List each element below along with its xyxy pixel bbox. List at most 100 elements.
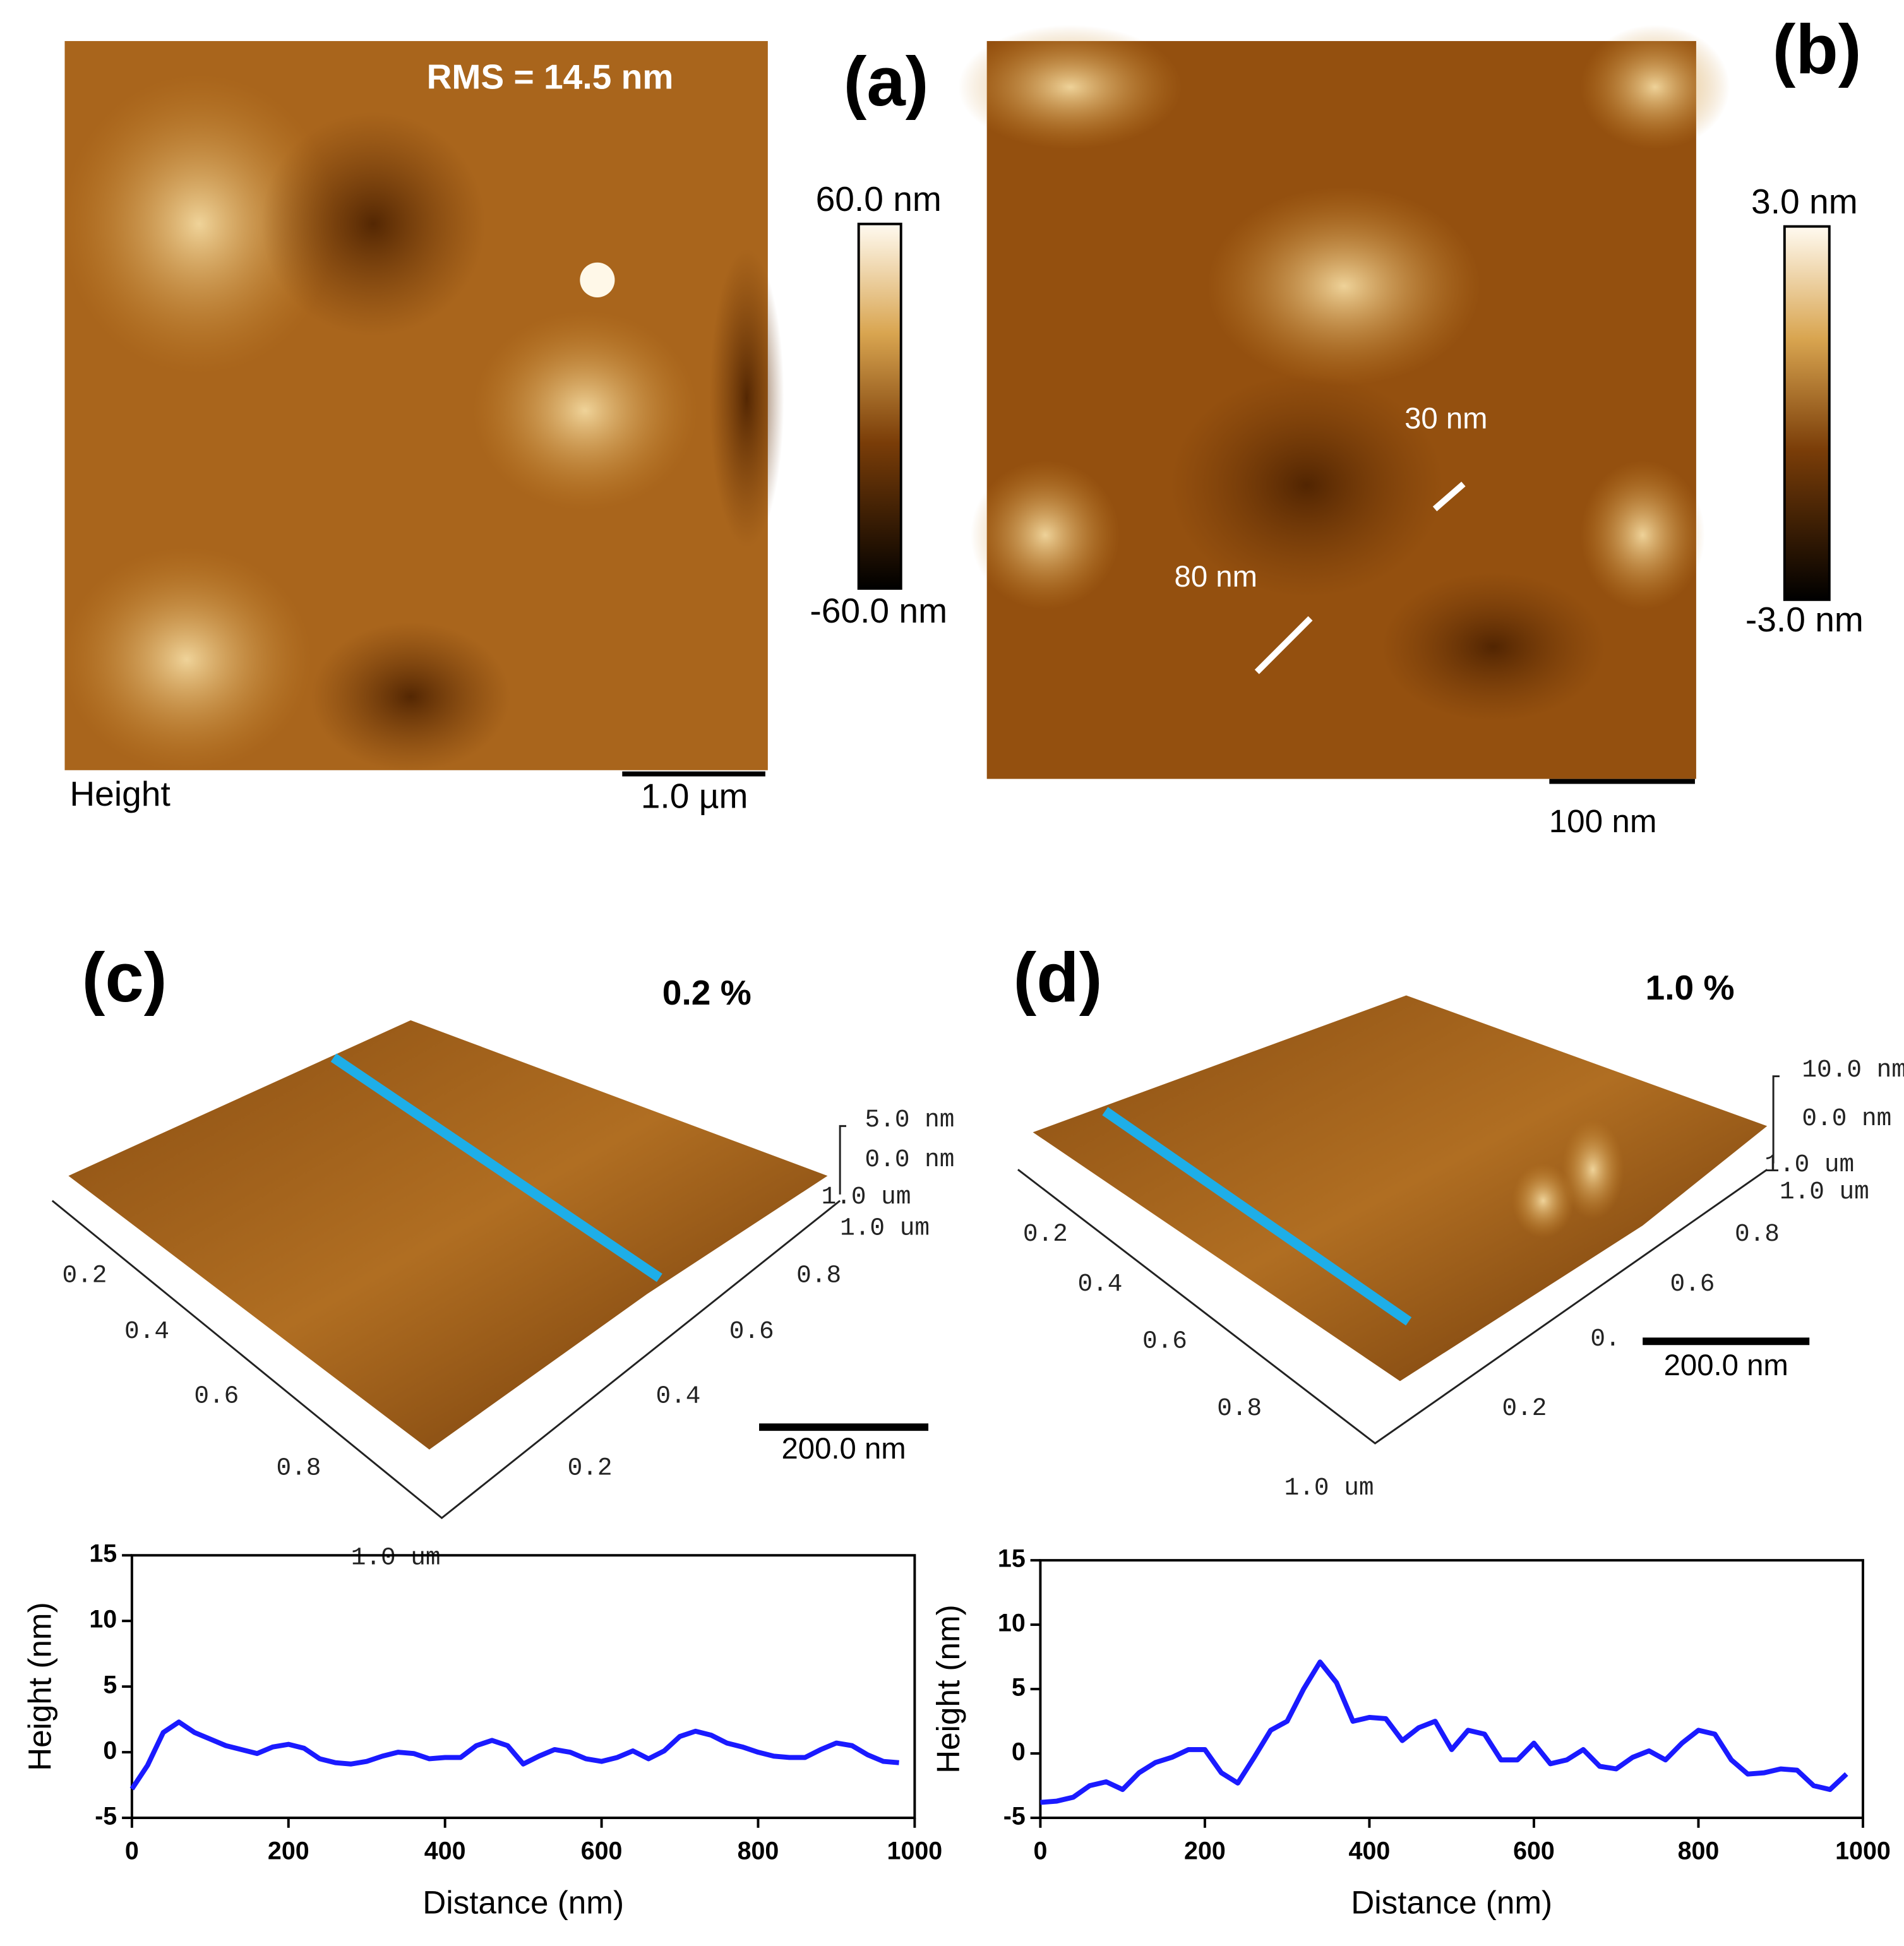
y-tick-label: 15: [998, 1545, 1026, 1573]
plot-frame: [1039, 1559, 1864, 1819]
afm-feature: [1381, 572, 1606, 722]
axis-3d-label: 0.6: [729, 1317, 774, 1346]
y-tick-label: -5: [95, 1802, 117, 1830]
panel-label: (d): [1014, 939, 1103, 1017]
axis-3d-label: 0.6: [1142, 1327, 1187, 1356]
concentration-label: 1.0 %: [1646, 968, 1735, 1007]
axis-3d: [839, 1125, 846, 1195]
axis-3d-label: 1.0 um: [1284, 1474, 1374, 1502]
afm-feature: [1562, 1119, 1624, 1220]
channel-label: Height: [69, 774, 170, 813]
axis-3d-label: 0.8: [1217, 1394, 1262, 1423]
panel-label: (c): [82, 939, 167, 1017]
colorbar-max: 3.0 nm: [1751, 182, 1858, 221]
colorbar-min: -3.0 nm: [1745, 600, 1864, 639]
axis-3d-label: 0.2: [63, 1261, 107, 1289]
z-label: 0.0 nm: [1802, 1104, 1891, 1133]
axis-3d-label: 0.4: [124, 1317, 169, 1346]
x-tick-label: 0: [1033, 1837, 1047, 1865]
rms-label: RMS = 14.5 nm: [427, 57, 674, 97]
axis-3d-label: 0.2: [1023, 1220, 1068, 1248]
measure-line: [1432, 481, 1466, 511]
axis-3d-label: 0.2: [568, 1454, 613, 1483]
x-tick-label: 200: [1184, 1837, 1226, 1865]
colorbar: [1783, 225, 1831, 601]
measure-line: [1254, 616, 1313, 674]
afm-feature: [1207, 186, 1481, 386]
panel-b: 30 nm 80 nm (b) 3.0 nm -3.0 nm 100 nm: [958, 11, 1864, 839]
afm-feature: [311, 622, 510, 772]
z-label: 1.0 um: [822, 1183, 911, 1211]
afm-feature: [709, 249, 784, 548]
axis-3d: [1772, 1075, 1780, 1164]
colorbar: [857, 222, 902, 590]
scale-label: 200.0 nm: [781, 1432, 906, 1465]
axis-3d-label: 0.8: [276, 1454, 321, 1483]
x-tick-label: 600: [1513, 1837, 1555, 1865]
y-tick-label: 5: [103, 1671, 117, 1699]
axis-3d-label: 0.6: [194, 1382, 239, 1410]
y-tick-label: 10: [998, 1609, 1026, 1637]
y-tick-label: 5: [1012, 1673, 1026, 1701]
afm-feature: [472, 311, 697, 510]
x-axis-label: Distance (nm): [1351, 1885, 1552, 1921]
axis-3d-label: 0.8: [796, 1261, 841, 1289]
profile-line: [330, 1053, 662, 1282]
x-tick-label: 400: [424, 1837, 466, 1865]
feature-label: 30 nm: [1404, 402, 1487, 436]
y-tick-label: 0: [1012, 1738, 1026, 1765]
axis-3d-label: 0.: [1590, 1325, 1620, 1353]
y-tick-label: 15: [89, 1540, 117, 1568]
x-tick-label: 800: [1678, 1837, 1720, 1865]
data-line: [1040, 1659, 1848, 1805]
axis-3d-label: 0.2: [1502, 1394, 1547, 1423]
y-axis-label: Height (nm): [930, 1604, 966, 1774]
x-tick-label: 1000: [1835, 1837, 1891, 1865]
axis-3d-label: 0.8: [1735, 1220, 1780, 1248]
axis-3d-label: 0.4: [1078, 1270, 1123, 1298]
x-tick-label: 400: [1349, 1837, 1391, 1865]
y-tick-label: 0: [103, 1736, 117, 1764]
afm-feature: [580, 262, 615, 297]
afm-feature: [62, 75, 337, 374]
scale-label: 1.0 µm: [641, 777, 748, 816]
afm-feature: [1580, 25, 1730, 150]
scale-label: 200.0 nm: [1664, 1349, 1788, 1382]
afm-feature: [261, 112, 486, 337]
x-tick-label: 0: [125, 1837, 139, 1865]
axis-3d-label: 0.4: [656, 1382, 700, 1410]
feature-label: 80 nm: [1175, 560, 1257, 594]
x-tick-label: 600: [581, 1837, 623, 1865]
afm-feature: [62, 547, 311, 772]
concentration-label: 0.2 %: [662, 973, 751, 1012]
afm-feature: [1512, 1163, 1574, 1238]
data-line: [129, 1719, 899, 1791]
colorbar-max: 60.0 nm: [816, 179, 942, 218]
axis-3d-label: 1.0 um: [351, 1544, 441, 1572]
z-label: 10.0 nm: [1802, 1056, 1904, 1084]
axis-3d: [51, 1200, 841, 1520]
profile-line: [1102, 1107, 1412, 1326]
x-tick-label: 800: [738, 1837, 779, 1865]
scale-label: 100 nm: [1549, 803, 1657, 839]
y-axis-label: Height (nm): [22, 1602, 58, 1771]
surface-3d: [1033, 995, 1768, 1382]
z-label: 5.0 nm: [865, 1106, 955, 1134]
axis-3d-label: 0.6: [1670, 1270, 1715, 1298]
panel-c: (c) 0.2 % 5.0 nm 0.0 nm 1.0 um 1.0 um 0.…: [51, 939, 955, 1572]
afm-feature: [971, 460, 1120, 610]
afm-feature: [1580, 460, 1705, 610]
axis-3d: [1017, 1169, 1768, 1445]
colorbar-min: -60.0 nm: [810, 591, 947, 630]
x-axis-label: Distance (nm): [422, 1885, 624, 1921]
panel-a: RMS = 14.5 nm (a) 60.0 nm -60.0 nm Heigh…: [62, 41, 947, 816]
afm-feature: [1170, 373, 1444, 597]
z-label: 1.0 um: [840, 1214, 930, 1242]
y-tick-label: 10: [89, 1606, 117, 1633]
z-label: 0.0 nm: [865, 1145, 955, 1174]
plot-frame: [130, 1554, 916, 1819]
panel-label: (b): [1773, 11, 1862, 88]
x-tick-label: 1000: [887, 1837, 943, 1865]
panel-d: (d) 1.0 % 10.0 nm 0.0 nm 1.0 um 1.0 um 0…: [1014, 939, 1904, 1502]
y-tick-label: -5: [1003, 1802, 1026, 1830]
